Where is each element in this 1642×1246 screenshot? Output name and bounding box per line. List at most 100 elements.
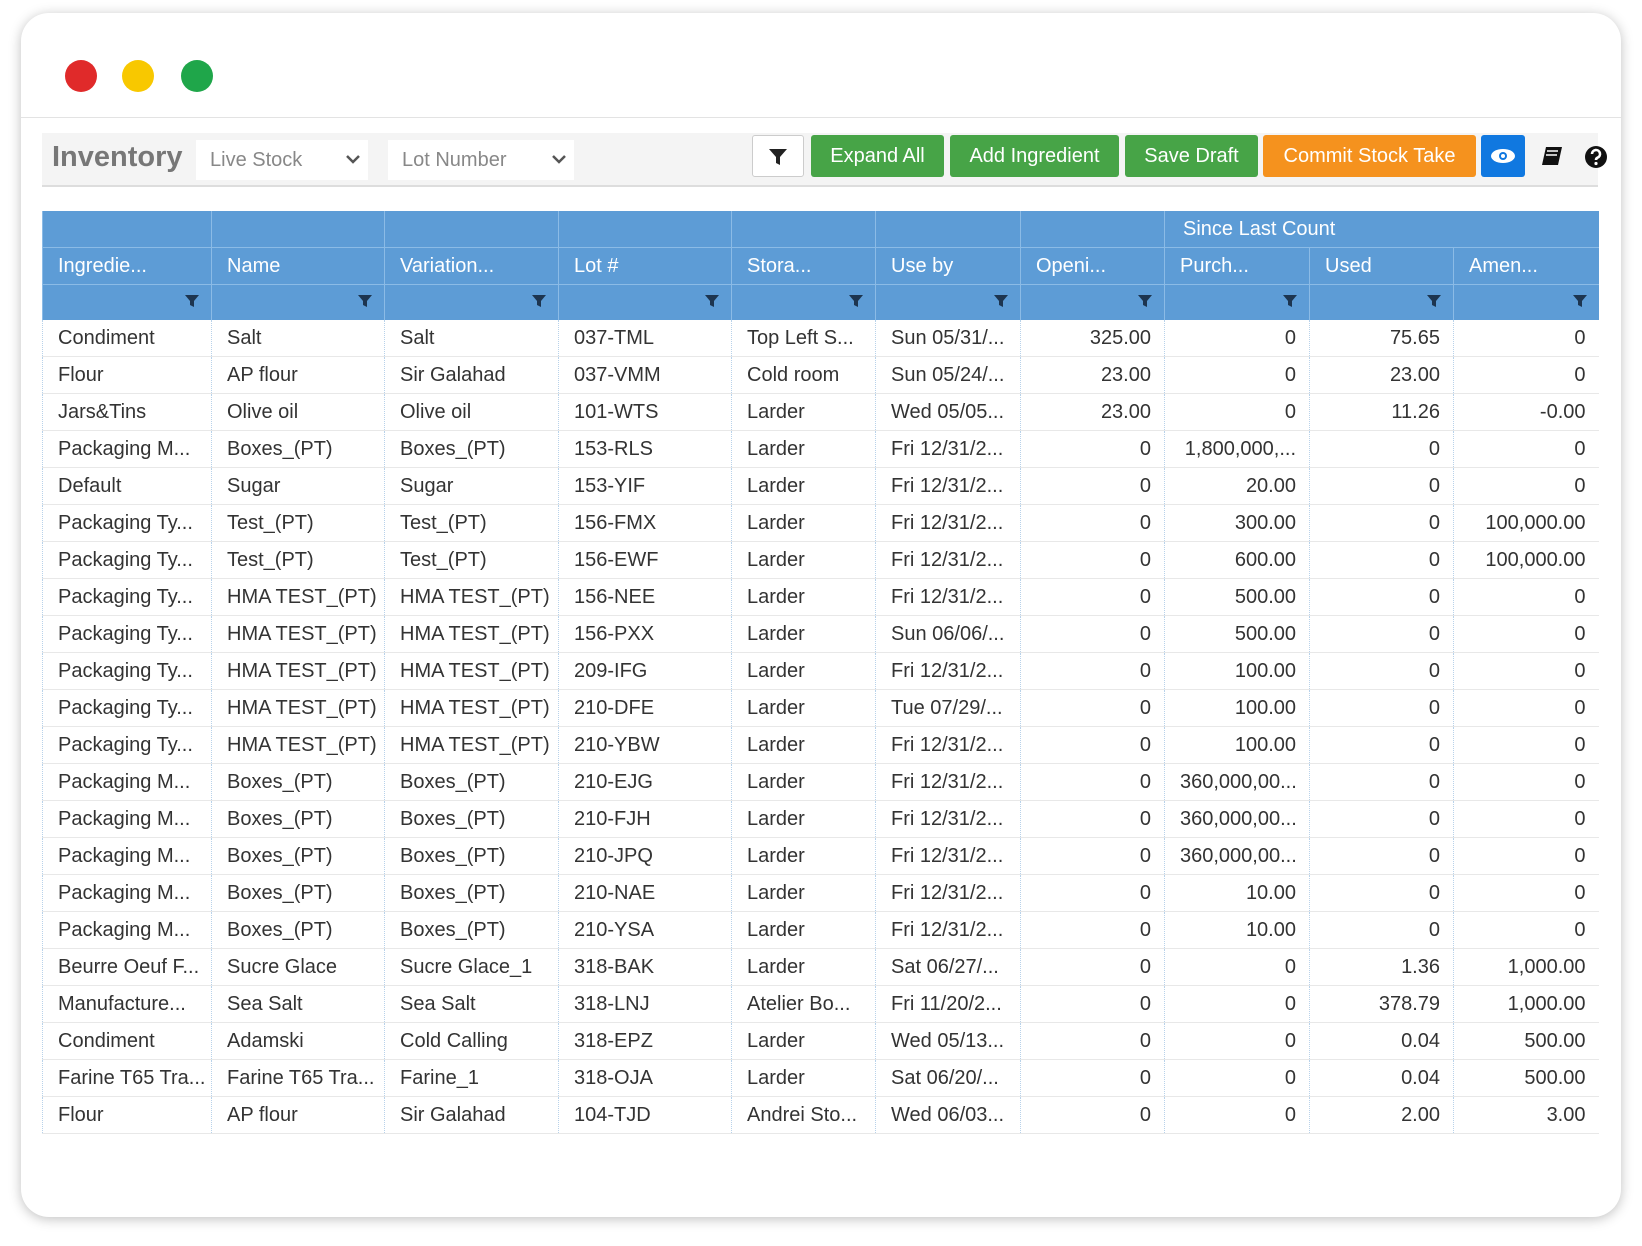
filter-icon: [994, 295, 1008, 307]
cell: 0: [1020, 578, 1165, 616]
data-row[interactable]: Packaging M... Boxes_(PT) Boxes_(PT) 210-JP…: [42, 837, 1599, 875]
table-body: Condiment Salt Salt 037-TML Top Left S... Sun…: [42, 320, 1599, 1134]
data-row[interactable]: Packaging Ty... Test_(PT) Test_(PT) 156-EWF…: [42, 541, 1599, 579]
cell: Sun 06/06/...: [875, 615, 1021, 653]
filter-cell[interactable]: [211, 284, 385, 320]
filter-cell[interactable]: [1164, 284, 1310, 320]
header-cell: [1020, 211, 1165, 248]
cell: Sugar: [211, 467, 385, 505]
data-row[interactable]: Packaging M... Boxes_(PT) Boxes_(PT) 210-FJ…: [42, 800, 1599, 838]
filter-cell[interactable]: [875, 284, 1021, 320]
chevron: [552, 155, 566, 164]
filter-button[interactable]: [752, 135, 804, 177]
filter-cell[interactable]: [731, 284, 876, 320]
cell: 104-TJD: [558, 1096, 732, 1134]
cell: Fri 12/31/2...: [875, 578, 1021, 616]
filter-cell[interactable]: [1020, 284, 1165, 320]
data-row[interactable]: Packaging M... Boxes_(PT) Boxes_(PT) 153-RL…: [42, 430, 1599, 468]
select[interactable]: Lot Number: [388, 140, 574, 180]
cell: Boxes_(PT): [211, 874, 385, 912]
cell: 0: [1020, 1096, 1165, 1134]
view-button[interactable]: [1481, 135, 1525, 177]
cell: Sea Salt: [211, 985, 385, 1023]
cell: 500.00: [1453, 1059, 1599, 1097]
data-row[interactable]: Jars&Tins Olive oil Olive oil 101-WTS Larder…: [42, 393, 1599, 431]
cell: Test_(PT): [211, 504, 385, 542]
filter-cell[interactable]: [558, 284, 732, 320]
data-row[interactable]: Packaging Ty... HMA TEST_(PT) HMA TEST_(PT…: [42, 615, 1599, 653]
select[interactable]: Live Stock: [196, 140, 368, 180]
cell: 210-YSA: [558, 911, 732, 949]
data-row[interactable]: Packaging Ty... HMA TEST_(PT) HMA TEST_(PT…: [42, 652, 1599, 690]
cell: Larder: [731, 615, 876, 653]
cell: Cold room: [731, 356, 876, 394]
button[interactable]: Expand All: [811, 135, 944, 177]
cell: 153-YIF: [558, 467, 732, 505]
cell: 318-LNJ: [558, 985, 732, 1023]
cell: Fri 12/31/2...: [875, 541, 1021, 579]
column-header[interactable]: Use by: [875, 247, 1021, 285]
column-header[interactable]: Openi...: [1020, 247, 1165, 285]
cell: 0: [1453, 430, 1599, 468]
data-row[interactable]: Condiment Salt Salt 037-TML Top Left S... Sun…: [42, 320, 1599, 357]
close-dot[interactable]: [65, 60, 97, 92]
cell: 0: [1309, 689, 1454, 727]
data-row[interactable]: Packaging Ty... HMA TEST_(PT) HMA TEST_(PT…: [42, 689, 1599, 727]
cell: Boxes_(PT): [384, 800, 559, 838]
data-row[interactable]: Packaging Ty... HMA TEST_(PT) HMA TEST_(PT…: [42, 578, 1599, 616]
column-header[interactable]: Stora...: [731, 247, 876, 285]
cell: 0: [1020, 837, 1165, 875]
cell: Sea Salt: [384, 985, 559, 1023]
data-row[interactable]: Flour AP flour Sir Galahad 037-VMM Cold room…: [42, 356, 1599, 394]
data-row[interactable]: Packaging Ty... HMA TEST_(PT) HMA TEST_(PT…: [42, 726, 1599, 764]
cell: 0: [1020, 1059, 1165, 1097]
data-row[interactable]: Condiment Adamski Cold Calling 318-EPZ Larde…: [42, 1022, 1599, 1060]
column-header[interactable]: Used: [1309, 247, 1454, 285]
filter-cell[interactable]: [1309, 284, 1454, 320]
data-row[interactable]: Default Sugar Sugar 153-YIF Larder Fri 12/31/…: [42, 467, 1599, 505]
column-header[interactable]: Purch...: [1164, 247, 1310, 285]
cell: Fri 12/31/2...: [875, 467, 1021, 505]
cell: 0: [1309, 726, 1454, 764]
cell: Larder: [731, 467, 876, 505]
maximize-dot[interactable]: [181, 60, 213, 92]
cell: Boxes_(PT): [211, 800, 385, 838]
cell: 0: [1309, 615, 1454, 653]
cell: Packaging M...: [42, 837, 212, 875]
data-row[interactable]: Beurre Oeuf F... Sucre Glace Sucre Glace_1…: [42, 948, 1599, 986]
cell: -0.00: [1453, 393, 1599, 431]
column-header[interactable]: Variation...: [384, 247, 559, 285]
data-row[interactable]: Flour AP flour Sir Galahad 104-TJD Andrei St…: [42, 1096, 1599, 1134]
button[interactable]: Commit Stock Take: [1263, 135, 1476, 177]
minimize-dot[interactable]: [122, 60, 154, 92]
data-row[interactable]: Packaging M... Boxes_(PT) Boxes_(PT) 210-NA…: [42, 874, 1599, 912]
data-row[interactable]: Packaging M... Boxes_(PT) Boxes_(PT) 210-YS…: [42, 911, 1599, 949]
cell: Default: [42, 467, 212, 505]
data-row[interactable]: Packaging Ty... Test_(PT) Test_(PT) 156-FMX…: [42, 504, 1599, 542]
cell: HMA TEST_(PT): [384, 578, 559, 616]
cell: 0: [1020, 689, 1165, 727]
data-row[interactable]: Farine T65 Tra... Farine T65 Tra... Farine…: [42, 1059, 1599, 1097]
column-header[interactable]: Ingredie...: [42, 247, 212, 285]
table-head: Since Last Count Ingredie... Name Variation…: [42, 211, 1599, 320]
cell: 0: [1453, 874, 1599, 912]
data-row[interactable]: Packaging M... Boxes_(PT) Boxes_(PT) 210-EJ…: [42, 763, 1599, 801]
cell: Fri 12/31/2...: [875, 800, 1021, 838]
column-header[interactable]: Name: [211, 247, 385, 285]
column-header[interactable]: Amen...: [1453, 247, 1599, 285]
book-icon[interactable]: [1540, 145, 1564, 169]
cell: HMA TEST_(PT): [211, 652, 385, 690]
column-header[interactable]: Lot #: [558, 247, 732, 285]
cell: Larder: [731, 541, 876, 579]
button[interactable]: Add Ingredient: [950, 135, 1119, 177]
help-icon[interactable]: [1584, 145, 1608, 169]
cell: 210-FJH: [558, 800, 732, 838]
filter-cell[interactable]: [1453, 284, 1599, 320]
filter-cell[interactable]: [42, 284, 212, 320]
cell: Boxes_(PT): [384, 430, 559, 468]
data-row[interactable]: Manufacture... Sea Salt Sea Salt 318-LNJ Ate…: [42, 985, 1599, 1023]
button[interactable]: Save Draft: [1125, 135, 1258, 177]
cell: Andrei Sto...: [731, 1096, 876, 1134]
filter-cell[interactable]: [384, 284, 559, 320]
